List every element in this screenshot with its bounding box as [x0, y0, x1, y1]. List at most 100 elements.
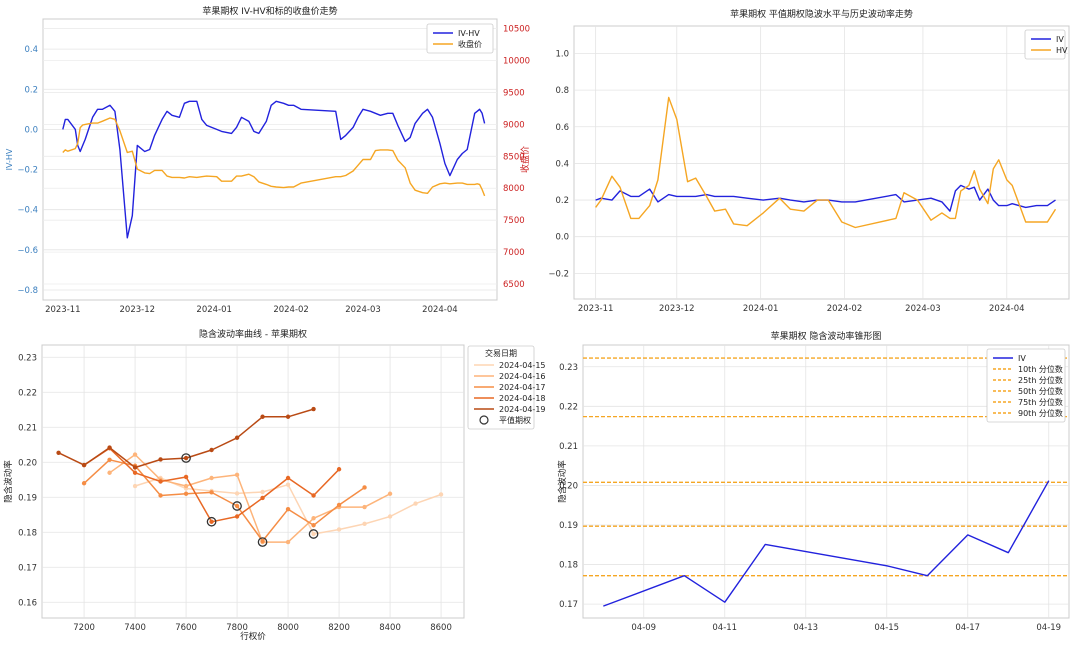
- c3-frame: [41, 344, 465, 619]
- c2-ytick-label: −0.2: [548, 269, 569, 279]
- c3-xlabel: 行权价: [240, 631, 266, 642]
- c2-xtick-label: 2023-11: [578, 304, 614, 314]
- c3-ytick-label: 0.22: [18, 388, 37, 398]
- c3-ytick-label: 0.23: [18, 353, 37, 363]
- c3-point: [183, 491, 189, 496]
- c2-xtick-label: 2024-03: [905, 304, 941, 314]
- c3-legend-title: 交易日期: [485, 348, 517, 358]
- c3-point: [260, 414, 265, 419]
- c3-ytick-label: 0.16: [18, 598, 37, 608]
- c4-legend: [986, 348, 1066, 423]
- c3-point: [311, 523, 316, 528]
- c3-point: [285, 506, 291, 512]
- c3-point: [260, 489, 265, 495]
- c4-ytick-label: 0.18: [559, 561, 578, 571]
- c3-legend-label: 2024-04-16: [499, 372, 546, 381]
- c1-y2tick-label: 10000: [503, 57, 530, 67]
- c2-title: 苹果期权 平值期权隐波水平与历史波动率走势: [730, 8, 913, 20]
- c3-point: [158, 457, 163, 462]
- c3-point: [311, 406, 316, 412]
- c3-point: [336, 467, 342, 472]
- c3-legend-marker: [479, 415, 489, 425]
- c3-point: [132, 452, 138, 457]
- c3-xtick-label: 7200: [73, 623, 95, 633]
- c3-point: [311, 531, 316, 537]
- c2-ytick-label: 0.2: [555, 196, 569, 206]
- c4-xtick-label: 04-17: [955, 623, 980, 633]
- c2-ytick-label: 0.4: [555, 159, 569, 169]
- c3-point: [285, 539, 291, 545]
- c2-series-line: [595, 96, 1057, 229]
- c3-point: [311, 493, 316, 498]
- c3-point: [158, 479, 163, 484]
- c3-atm-marker: [308, 529, 319, 539]
- c3-point: [81, 481, 87, 486]
- c3-xtick-label: 8200: [328, 623, 350, 633]
- c3-xtick-label: 7400: [124, 623, 146, 633]
- c3-point: [132, 483, 138, 489]
- c3-atm-marker: [257, 537, 268, 547]
- c1-xtick-label: 2024-04: [422, 305, 458, 315]
- c3-point: [158, 493, 163, 498]
- c3-point: [107, 470, 112, 475]
- c2-ytick-label: 0.6: [555, 123, 569, 133]
- c1-ytick-label: −0.8: [17, 286, 38, 296]
- c1-y2tick-label: 9000: [503, 120, 525, 130]
- c2-xtick-label: 2024-02: [827, 304, 863, 314]
- c2-legend: [1024, 29, 1066, 60]
- c3-point: [56, 450, 61, 455]
- c3-point: [362, 485, 367, 490]
- c4-xtick-label: 04-11: [712, 623, 737, 633]
- c3-point: [362, 504, 367, 510]
- c1-y2tick-label: 6500: [503, 280, 525, 290]
- c4-ytick-label: 0.21: [559, 442, 578, 452]
- c1-xtick-label: 2024-03: [345, 305, 381, 315]
- c3-point: [209, 475, 214, 481]
- c3-series-line: [83, 459, 366, 542]
- c1-ytick-label: 0.0: [24, 125, 38, 135]
- c3-point: [362, 521, 367, 527]
- c1-ytick-label: −0.4: [17, 206, 38, 216]
- c3-legend: [467, 345, 535, 430]
- c3-point: [260, 495, 265, 501]
- c3-point: [336, 502, 342, 508]
- c1-y2tick-label: 9500: [503, 88, 525, 98]
- c2-legend-label: IV: [1056, 35, 1064, 44]
- c3-xtick-label: 7800: [226, 623, 248, 633]
- c3-legend-label: 2024-04-17: [499, 383, 546, 392]
- c3-point: [234, 491, 240, 496]
- c4-ytick-label: 0.17: [559, 600, 578, 610]
- c3-point: [183, 474, 189, 480]
- c4-legend-label: IV: [1018, 354, 1026, 363]
- c3-point: [234, 514, 240, 519]
- c3-atm-marker: [181, 453, 191, 463]
- c3-point: [311, 516, 316, 521]
- c1-ytick-label: 0.2: [24, 85, 38, 95]
- c3-ytick-label: 0.21: [18, 423, 37, 433]
- c4-ytick-label: 0.23: [559, 363, 578, 373]
- c1-y2label: 收盘价: [519, 146, 531, 173]
- c3-point: [81, 462, 87, 468]
- c3-atm-marker: [232, 501, 242, 511]
- c1-ytick-label: −0.6: [17, 246, 38, 256]
- c1-y2tick-label: 10500: [503, 25, 530, 35]
- c4-legend-label: 50th 分位数: [1018, 386, 1063, 396]
- c2-ytick-label: 0.0: [555, 233, 569, 243]
- c3-point: [234, 503, 240, 509]
- c1-y2tick-label: 8500: [503, 152, 525, 162]
- c2-frame: [573, 25, 1070, 300]
- c3-point: [438, 492, 444, 497]
- c3-xtick-label: 8000: [277, 623, 299, 633]
- c3-xtick-label: 8600: [430, 623, 452, 633]
- c2-xtick-label: 2024-04: [989, 304, 1025, 314]
- c4-ytick-label: 0.19: [559, 521, 578, 531]
- c4-legend-label: 25th 分位数: [1018, 375, 1063, 385]
- c3-point: [387, 491, 393, 496]
- c2-xtick-label: 2023-12: [659, 304, 695, 314]
- c3-point: [107, 457, 112, 462]
- c4-title: 苹果期权 隐含波动率锥形图: [771, 330, 882, 342]
- c4-xtick-label: 04-19: [1036, 623, 1061, 633]
- c4-legend-label: 10th 分位数: [1018, 364, 1063, 374]
- c1-y2tick-label: 8000: [503, 184, 525, 194]
